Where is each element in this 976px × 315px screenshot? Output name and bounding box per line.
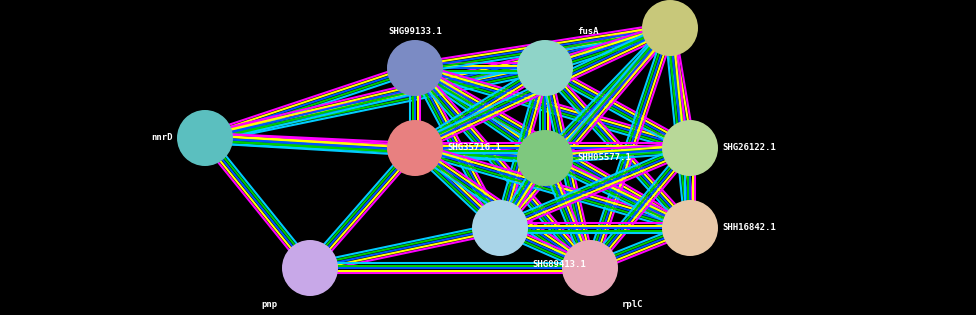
Text: SHG89413.1: SHG89413.1 <box>532 260 586 269</box>
Circle shape <box>177 110 233 166</box>
Circle shape <box>387 120 443 176</box>
Circle shape <box>662 120 718 176</box>
Circle shape <box>642 0 698 56</box>
Text: SHG99133.1: SHG99133.1 <box>388 27 442 36</box>
Circle shape <box>517 130 573 186</box>
Text: nnrD: nnrD <box>151 134 173 142</box>
Text: SHH05577.1: SHH05577.1 <box>577 153 630 163</box>
Circle shape <box>472 200 528 256</box>
Text: fusA: fusA <box>577 27 598 36</box>
Circle shape <box>282 240 338 296</box>
Text: SHG26122.1: SHG26122.1 <box>722 144 776 152</box>
Circle shape <box>662 200 718 256</box>
Text: SHG35716.1: SHG35716.1 <box>447 144 501 152</box>
Circle shape <box>517 40 573 96</box>
Text: SHH16842.1: SHH16842.1 <box>722 224 776 232</box>
Circle shape <box>562 240 618 296</box>
Text: pnp: pnp <box>262 300 278 309</box>
Text: rplC: rplC <box>622 300 643 309</box>
Circle shape <box>387 40 443 96</box>
